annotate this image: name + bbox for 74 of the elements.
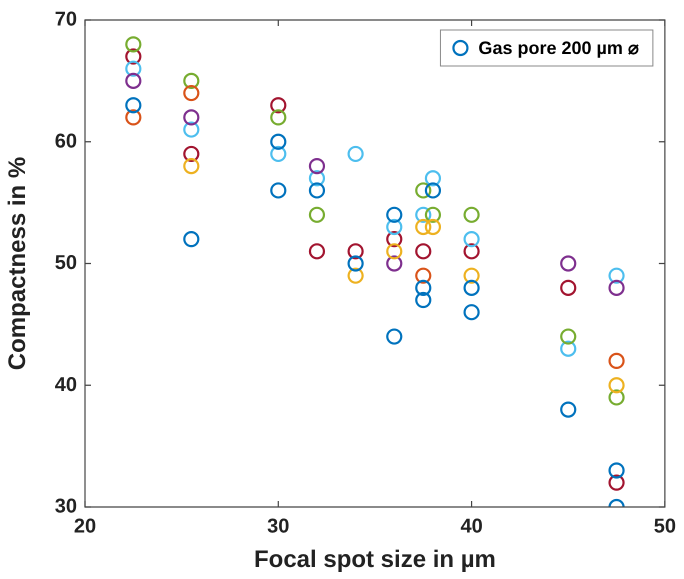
point — [270, 109, 286, 126]
point — [125, 60, 142, 77]
point — [348, 255, 364, 272]
point — [560, 402, 576, 418]
point — [308, 170, 326, 186]
y-tick-label: 70 — [54, 8, 77, 31]
point — [463, 243, 480, 260]
point — [270, 182, 286, 199]
point — [348, 243, 364, 260]
point — [183, 109, 200, 126]
point — [560, 340, 576, 357]
point — [560, 255, 576, 272]
point — [463, 268, 480, 284]
x-tick-label: 50 — [654, 516, 676, 538]
point — [415, 218, 432, 236]
x-tick-label: 20 — [74, 516, 96, 538]
y-tick-label: 40 — [54, 374, 77, 396]
point — [125, 97, 142, 114]
point — [183, 146, 200, 162]
point — [463, 231, 480, 248]
x-tick-label: 30 — [267, 516, 290, 538]
point — [125, 72, 142, 89]
x-axis-title: Focal spot size in µm — [254, 546, 496, 574]
point — [608, 462, 625, 479]
point — [270, 134, 286, 150]
point — [424, 206, 442, 223]
point — [386, 231, 402, 248]
point — [415, 182, 432, 199]
point — [415, 243, 432, 260]
y-tick-label: 60 — [54, 130, 77, 152]
point — [463, 280, 480, 296]
point — [560, 280, 576, 296]
point — [386, 255, 402, 272]
point — [183, 84, 200, 102]
point — [348, 268, 364, 284]
point — [183, 121, 200, 138]
point — [125, 109, 142, 126]
point — [308, 158, 326, 174]
legend-label: Gas pore 200 µm ⌀ — [478, 38, 639, 58]
point — [415, 206, 432, 223]
point — [608, 352, 625, 369]
point — [424, 170, 442, 186]
point — [415, 280, 432, 296]
point — [463, 304, 480, 320]
point — [424, 218, 442, 236]
point — [424, 182, 442, 199]
point — [386, 218, 402, 236]
point — [270, 146, 286, 162]
point — [125, 48, 142, 65]
point — [183, 158, 200, 174]
point — [183, 72, 200, 89]
x-tick-label: 40 — [460, 516, 483, 538]
point — [608, 474, 625, 491]
point — [308, 206, 326, 223]
point — [125, 36, 142, 52]
point — [270, 97, 286, 114]
point — [608, 280, 625, 296]
point — [386, 328, 402, 345]
point — [415, 268, 432, 284]
point — [463, 206, 480, 223]
point — [560, 328, 576, 345]
point — [308, 182, 326, 199]
point — [386, 243, 402, 260]
point — [308, 243, 326, 260]
y-axis-title: Compactness in % — [4, 156, 32, 370]
point — [183, 231, 200, 248]
point — [386, 206, 402, 223]
point — [415, 292, 432, 308]
y-tick-label: 50 — [54, 252, 77, 274]
point — [348, 146, 364, 162]
point — [608, 389, 625, 406]
y-tick-label: 30 — [54, 496, 77, 518]
point — [608, 377, 625, 394]
point — [608, 268, 625, 284]
